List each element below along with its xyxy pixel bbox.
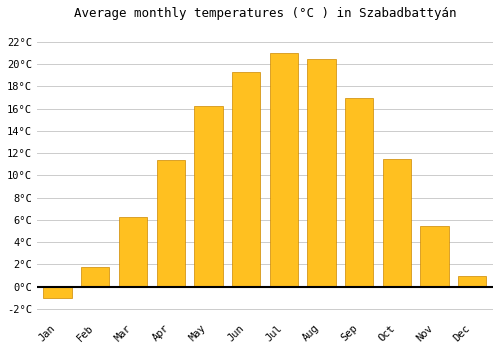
Bar	[420, 225, 449, 287]
Title: Average monthly temperatures (°C ) in Szabadbattyán: Average monthly temperatures (°C ) in Sz…	[74, 7, 456, 20]
Bar	[270, 53, 298, 287]
Bar	[81, 267, 110, 287]
Bar	[119, 217, 147, 287]
Bar	[156, 160, 185, 287]
Bar	[345, 98, 374, 287]
Bar	[383, 159, 411, 287]
Bar	[232, 72, 260, 287]
Bar	[44, 287, 72, 298]
Bar	[458, 275, 486, 287]
Bar	[308, 59, 336, 287]
Bar	[194, 106, 222, 287]
